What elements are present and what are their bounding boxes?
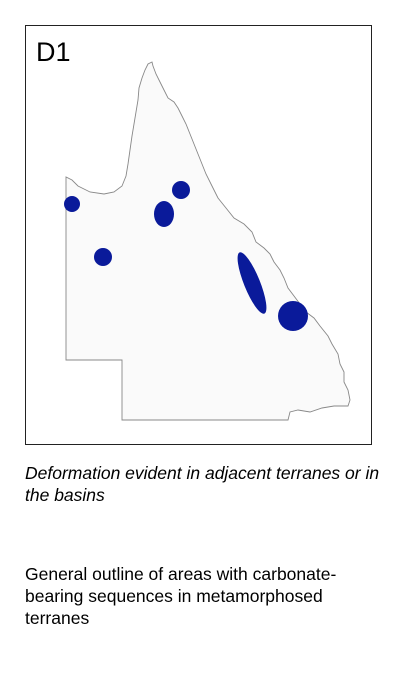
deformation-caption: Deformation evident in adjacent terranes… xyxy=(25,463,380,505)
state-outline xyxy=(65,61,351,421)
marker-southwest xyxy=(94,248,112,266)
marker-southeast xyxy=(278,301,308,331)
panel-label: D1 xyxy=(36,37,71,67)
map-panel: D1 xyxy=(25,25,372,445)
marker-elongate-belt xyxy=(237,252,267,314)
marker-west-edge xyxy=(64,196,80,212)
marker-north xyxy=(172,181,190,199)
legend-caption: General outline of areas with carbonate-… xyxy=(25,564,337,628)
map-canvas xyxy=(64,61,351,421)
marker-northwest-large xyxy=(154,201,174,227)
